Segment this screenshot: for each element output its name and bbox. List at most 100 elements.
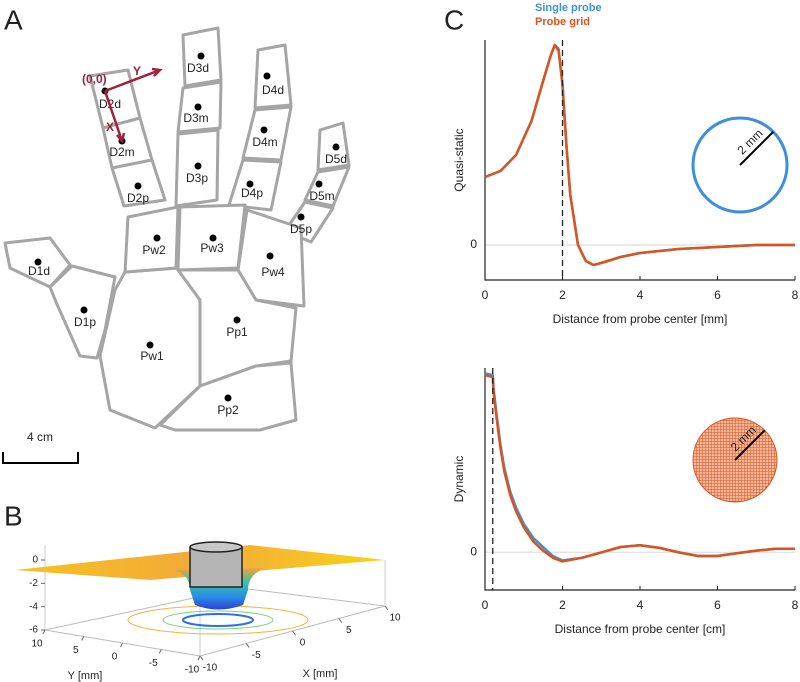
region-dot [224, 394, 232, 402]
x-axis-title: X [mm] [303, 668, 338, 680]
region-dot [134, 182, 142, 190]
region-label: D2m [109, 145, 134, 159]
region-dot [194, 162, 202, 170]
region-label: D5p [290, 222, 312, 236]
region-dot [246, 180, 254, 188]
panel-label: A [4, 4, 23, 35]
region-label: Pp2 [217, 403, 239, 417]
series-line [484, 373, 795, 563]
y-tick-label: 10 [31, 639, 43, 650]
hand-segment [123, 205, 180, 274]
x-tick [199, 655, 204, 661]
inset-radius [734, 429, 766, 461]
legend-label: Probe grid [535, 16, 590, 28]
x-tick-label: 4 [637, 598, 644, 612]
x-axis-title: Distance from probe center [mm] [553, 312, 728, 326]
region-label: D3p [186, 171, 208, 185]
region-label: Pw2 [142, 243, 166, 257]
region-label: D4p [241, 186, 263, 200]
x-tick-label: 0 [482, 598, 489, 612]
legend-label: Single probe [535, 2, 602, 14]
region-label: Pw3 [200, 241, 224, 255]
region-label: D4m [252, 135, 277, 149]
x-tick-label: 8 [792, 598, 799, 612]
y-tick-label: 0 [470, 545, 477, 559]
region-label: Pw4 [261, 265, 285, 279]
x-tick [338, 618, 343, 623]
contour [182, 613, 254, 627]
hand-diagram: D1dD1pD2dD2mD2pD3dD3mD3pD4dD4mD4pD5dD5mD… [2, 26, 351, 464]
region-dot [194, 103, 202, 111]
scale-label: 4 cm [27, 430, 53, 444]
x-tick [384, 605, 389, 611]
y-arrow [104, 67, 163, 93]
region-label: D1p [74, 315, 96, 329]
region-dot [297, 213, 305, 221]
hand-segment [303, 165, 351, 208]
y-tick [42, 629, 46, 635]
region-label: D4d [262, 83, 284, 97]
y-tick [120, 642, 123, 648]
region-dot [260, 126, 268, 134]
x-tick-label: 8 [792, 288, 799, 302]
region-label: D5m [309, 189, 334, 203]
region-dot [146, 341, 154, 349]
y-tick [158, 649, 162, 654]
x-tick-label: 0 [300, 638, 306, 649]
y-tick-label: 0 [112, 652, 118, 663]
region-label: D3m [183, 111, 208, 125]
y-tick [81, 636, 85, 641]
region-label: D5d [325, 152, 347, 166]
panel-label: C [444, 4, 464, 35]
y-axis-title: Quasi-static [452, 128, 466, 191]
y-tick-label: -5 [149, 658, 158, 669]
x-tick-label: 6 [714, 288, 721, 302]
region-label: Pw1 [140, 349, 164, 363]
probe [189, 546, 243, 588]
x-tick-label: 2 [559, 598, 566, 612]
region-label: D3d [187, 61, 209, 75]
region-dot [332, 143, 340, 151]
inset-radius [739, 131, 774, 166]
line-charts: 0 0 2 4 6 8 Distance from probe center [mm] Qua… [452, 2, 798, 636]
x-tick-label: -5 [252, 650, 261, 661]
x-axis-title: Distance from probe center [cm] [555, 622, 726, 636]
x-tick-label: 4 [637, 288, 644, 302]
x-tick-label: 0 [482, 288, 489, 302]
z-tick-label: -2 [29, 578, 38, 589]
contour [162, 610, 274, 630]
region-dot [315, 180, 323, 188]
region-label: D1d [28, 264, 50, 278]
region-dot [233, 316, 241, 324]
hand-segment [241, 105, 293, 162]
y-tick [197, 655, 201, 661]
origin-label: (0,0) [82, 72, 107, 86]
x-tick [245, 643, 250, 648]
y-axis-title: Dynamic [452, 456, 466, 503]
x-arrow [103, 90, 126, 144]
y-tick-label: 5 [73, 645, 79, 656]
y-tick-label: -10 [185, 665, 200, 676]
region-dot [197, 52, 205, 60]
region-dot [153, 234, 161, 242]
region-dot [266, 252, 274, 260]
y-axis-label: Y [133, 64, 141, 78]
region-label: D2p [127, 191, 149, 205]
z-tick-label: 0 [32, 555, 38, 566]
x-tick-label: 2 [559, 288, 566, 302]
hand-segment [227, 158, 283, 212]
x-tick-label: -10 [203, 663, 218, 674]
y-axis-title: Y [mm] [68, 670, 103, 682]
series-line [484, 43, 795, 267]
panel-label: B [4, 500, 23, 531]
scale-bar [2, 452, 79, 464]
region-dot [263, 72, 271, 80]
region-dot [34, 258, 42, 266]
y-tick-label: 0 [470, 237, 477, 251]
hand-segment [176, 268, 298, 388]
x-tick-label: 6 [714, 598, 721, 612]
region-dot [209, 234, 217, 242]
x-axis-label: X [106, 120, 114, 134]
